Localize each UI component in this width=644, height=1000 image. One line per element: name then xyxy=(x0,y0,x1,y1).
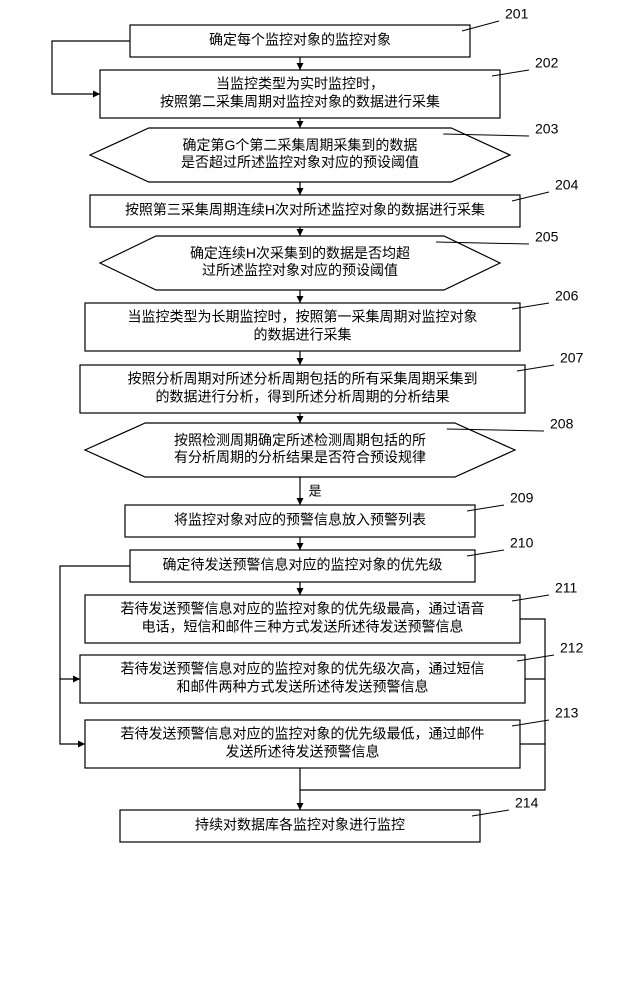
node-n208: 按照检测周期确定所述检测周期包括的所有分析周期的分析结果是否符合预设规律 208 xyxy=(85,416,574,477)
node-n214: 持续对数据库各监控对象进行监控 214 xyxy=(120,795,539,842)
node-text: 是否超过所述监控对象对应的预设阈值 xyxy=(181,154,419,170)
step-label: 207 xyxy=(560,350,584,366)
step-label: 210 xyxy=(510,535,534,551)
node-text: 按照第三采集周期连续H次对所述监控对象的数据进行采集 xyxy=(125,202,485,218)
step-label: 205 xyxy=(535,229,559,245)
node-n205: 确定连续H次采集到的数据是否均超过所述监控对象对应的预设阈值 205 xyxy=(100,229,559,290)
node-text: 确定连续H次采集到的数据是否均超 xyxy=(190,245,410,261)
node-text: 的数据进行采集 xyxy=(254,327,352,343)
node-text: 若待发送预警信息对应的监控对象的优先级最低，通过邮件 xyxy=(121,726,485,742)
node-text: 按照第二采集周期对监控对象的数据进行采集 xyxy=(160,94,440,110)
node-text: 有分析周期的分析结果是否符合预设规律 xyxy=(174,449,426,465)
node-text: 当监控类型为长期监控时，按照第一采集周期对监控对象 xyxy=(128,309,478,325)
node-text: 确定每个监控对象的监控对象 xyxy=(209,32,391,48)
node-n203: 确定第G个第二采集周期采集到的数据是否超过所述监控对象对应的预设阈值 203 xyxy=(90,121,559,182)
node-text: 将监控对象对应的预警信息放入预警列表 xyxy=(174,512,426,528)
step-label: 209 xyxy=(510,490,534,506)
step-label: 208 xyxy=(550,416,574,432)
node-n210: 确定待发送预警信息对应的监控对象的优先级 210 xyxy=(130,535,534,582)
node-n207: 按照分析周期对所述分析周期包括的所有采集周期采集到的数据进行分析，得到所述分析周… xyxy=(80,350,584,413)
node-n212: 若待发送预警信息对应的监控对象的优先级次高，通过短信和邮件两种方式发送所述待发送… xyxy=(80,640,584,703)
node-text: 确定第G个第二采集周期采集到的数据 xyxy=(183,137,418,153)
node-text: 的数据进行分析，得到所述分析周期的分析结果 xyxy=(156,389,450,405)
step-label: 211 xyxy=(555,580,578,596)
node-text: 若待发送预警信息对应的监控对象的优先级最高，通过语音 xyxy=(121,601,485,617)
step-label: 201 xyxy=(505,6,529,22)
node-n201: 确定每个监控对象的监控对象 201 xyxy=(130,6,529,57)
node-n202: 当监控类型为实时监控时， 按照第二采集周期对监控对象的数据进行采集 202 xyxy=(100,55,559,118)
node-text: 电话，短信和邮件三种方式发送所述待发送预警信息 xyxy=(142,619,464,635)
node-n206: 当监控类型为长期监控时，按照第一采集周期对监控对象的数据进行采集 206 xyxy=(85,288,579,351)
node-text: 和邮件两种方式发送所述待发送预警信息 xyxy=(177,679,429,695)
svg-text:是: 是 xyxy=(308,483,321,498)
step-label: 214 xyxy=(515,795,539,811)
step-label: 202 xyxy=(535,55,559,71)
node-n204: 按照第三采集周期连续H次对所述监控对象的数据进行采集 204 xyxy=(90,177,579,227)
node-text: 按照检测周期确定所述检测周期包括的所 xyxy=(174,432,426,448)
node-text: 若待发送预警信息对应的监控对象的优先级次高，通过短信 xyxy=(121,661,485,677)
node-text: 持续对数据库各监控对象进行监控 xyxy=(195,817,405,833)
node-n211: 若待发送预警信息对应的监控对象的优先级最高，通过语音电话，短信和邮件三种方式发送… xyxy=(85,580,578,643)
node-n209: 将监控对象对应的预警信息放入预警列表 209 xyxy=(125,490,534,537)
node-text: 发送所述待发送预警信息 xyxy=(226,744,380,760)
node-text: 确定待发送预警信息对应的监控对象的优先级 xyxy=(163,557,443,573)
node-text: 按照分析周期对所述分析周期包括的所有采集周期采集到 xyxy=(128,371,478,387)
step-label: 203 xyxy=(535,121,559,137)
node-text: 当监控类型为实时监控时， xyxy=(216,76,384,92)
node-text: 过所述监控对象对应的预设阈值 xyxy=(202,262,398,278)
node-n213: 若待发送预警信息对应的监控对象的优先级最低，通过邮件发送所述待发送预警信息 213 xyxy=(85,705,579,768)
step-label: 213 xyxy=(555,705,579,721)
step-label: 204 xyxy=(555,177,579,193)
step-label: 206 xyxy=(555,288,579,304)
step-label: 212 xyxy=(560,640,584,656)
